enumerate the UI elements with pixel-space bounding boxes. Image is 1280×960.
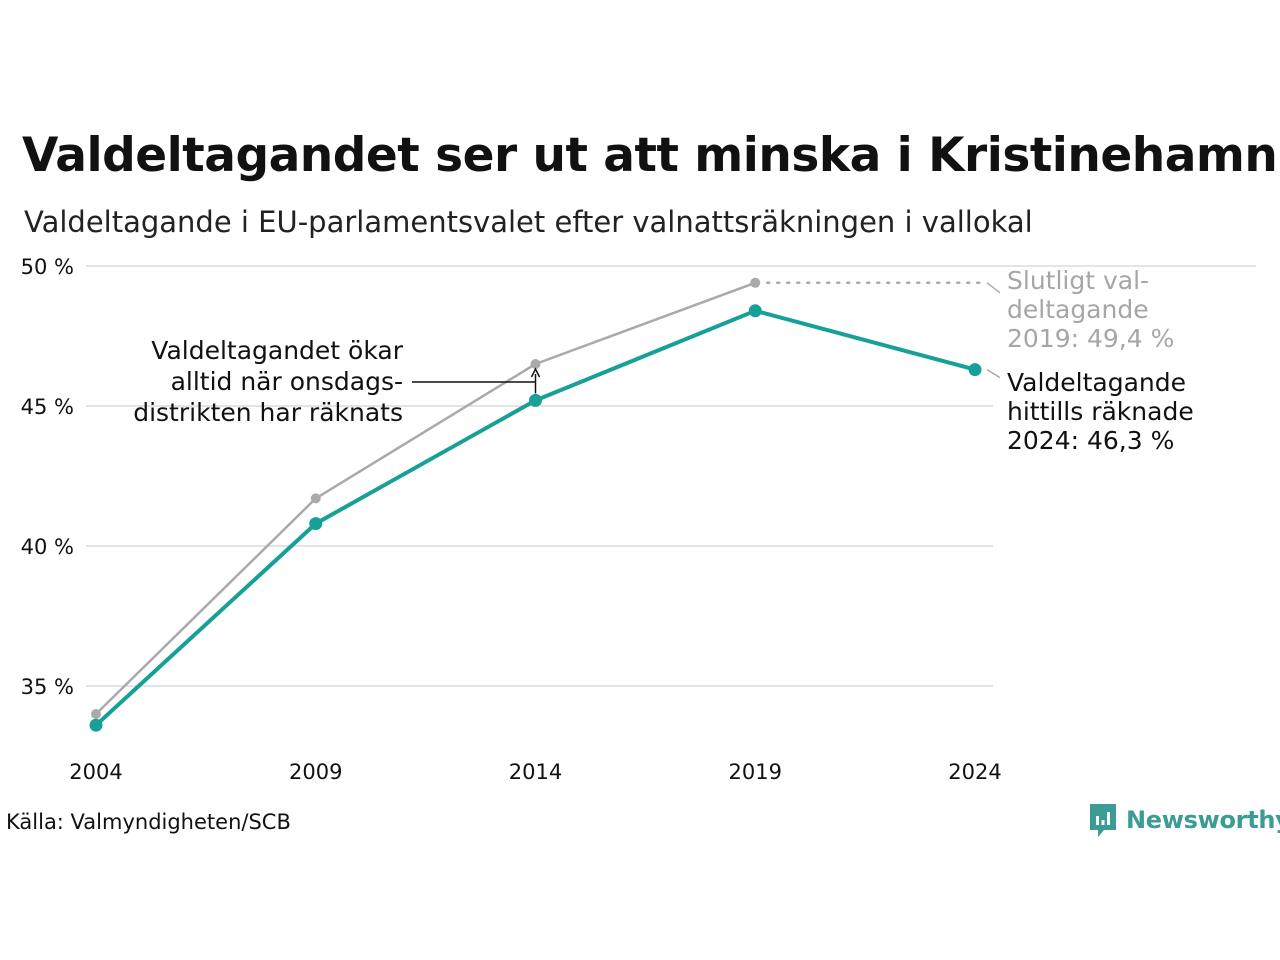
counted-2024-label: Valdeltagande: [1007, 368, 1186, 397]
final-2019-label: Slutligt val-: [1007, 266, 1149, 295]
counted-2024-label: hittills räknade: [1007, 397, 1194, 426]
data-point-counted: [309, 517, 323, 531]
data-point-final: [530, 359, 541, 369]
data-point-counted: [968, 363, 982, 377]
annotation-arrowhead-icon: [530, 367, 541, 378]
y-tick-label: 50 %: [21, 255, 74, 279]
wednesday-annotation: Valdeltagandet ökar: [151, 336, 403, 365]
x-tick-label: 2019: [729, 760, 782, 784]
x-tick-label: 2014: [509, 760, 562, 784]
series-line-final: [95, 281, 756, 715]
brand-logo: Newsworthy: [1088, 802, 1280, 838]
x-tick-label: 2004: [69, 760, 122, 784]
chart-subtitle: Valdeltagande i EU-parlamentsvalet efter…: [24, 205, 1033, 239]
final-2019-connector: [986, 282, 1001, 294]
final-2019-label: deltagande: [1007, 295, 1149, 324]
wednesday-annotation: alltid när onsdags-: [171, 367, 403, 396]
x-tick-label: 2009: [289, 760, 342, 784]
data-point-counted: [89, 718, 103, 732]
data-point-counted: [748, 304, 762, 318]
counted-2024-label: 2024: 46,3 %: [1007, 426, 1174, 455]
newsworthy-logo-icon: [1090, 804, 1116, 837]
y-tick-label: 35 %: [21, 675, 74, 699]
source-note: Källa: Valmyndigheten/SCB: [6, 810, 291, 834]
line-chart: 35 % 40 % 45 % 50 % 2004 2009 2014 2019 2024 Slut…: [21, 255, 1256, 784]
counted-2024-connector: [986, 368, 1001, 379]
data-point-final: [91, 709, 101, 719]
final-2019-label: 2019: 49,4 %: [1007, 324, 1174, 353]
data-point-counted: [529, 393, 542, 407]
x-tick-label: 2024: [948, 760, 1001, 784]
brand-name: Newsworthy: [1126, 806, 1280, 834]
data-point-final: [310, 493, 321, 504]
wednesday-annotation: distrikten har räknats: [133, 398, 403, 427]
chart-title: Valdeltagandet ser ut att minska i Krist…: [22, 128, 1278, 183]
y-tick-label: 40 %: [21, 535, 74, 559]
data-point-final: [750, 277, 761, 288]
y-tick-label: 45 %: [21, 395, 74, 419]
